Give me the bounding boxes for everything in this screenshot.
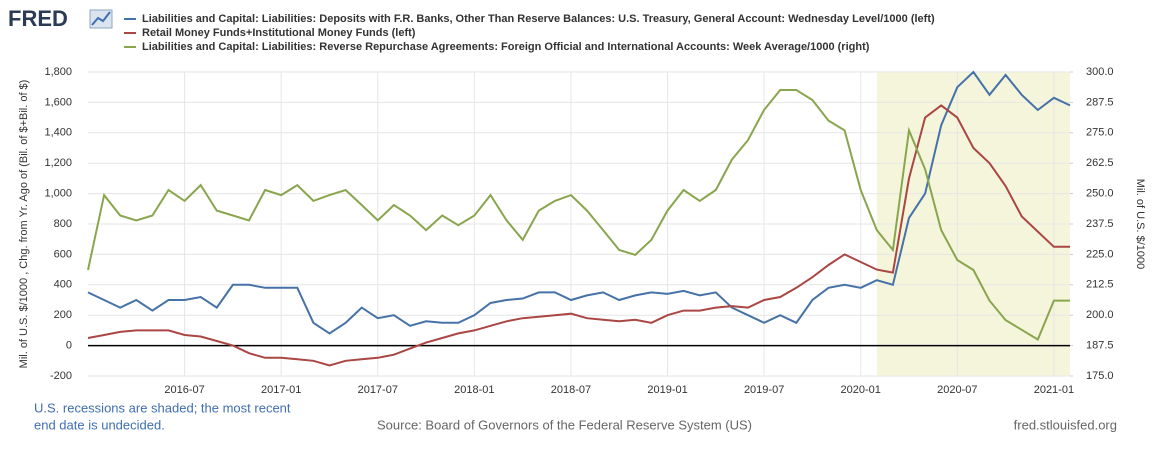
y2-tick-label: 187.5 [1086, 340, 1114, 352]
y-tick-label: 0 [66, 340, 72, 352]
y2-tick-label: 225.0 [1086, 248, 1114, 260]
x-tick-label: 2019-07 [744, 384, 784, 396]
y-tick-label: 1,800 [44, 66, 72, 78]
x-tick-label: 2017-07 [358, 384, 398, 396]
y2-tick-label: 262.5 [1086, 157, 1114, 169]
series-line [87, 70, 1071, 335]
x-tick-label: 2021-01 [1034, 384, 1074, 396]
y-tick-label: 1,200 [44, 157, 72, 169]
y2-tick-label: 275.0 [1086, 127, 1114, 139]
logo-icon [89, 9, 113, 29]
y2-tick-label: 300.0 [1086, 66, 1114, 78]
x-tick-label: 2016-07 [164, 384, 204, 396]
y2-tick-label: 287.5 [1086, 96, 1114, 108]
legend-label: Retail Money Funds+Institutional Money F… [142, 27, 416, 39]
legend-label: Liabilities and Capital: Liabilities: De… [142, 13, 935, 25]
site: fred.stlouisfed.org [1014, 417, 1117, 432]
y-tick-label: 400 [54, 279, 72, 291]
y2-tick-label: 237.5 [1086, 218, 1114, 230]
y-tick-label: 200 [54, 309, 72, 321]
y2-axis-title: Mil. of U.S. $/1000 [1134, 179, 1146, 270]
source: Source: Board of Governors of the Federa… [377, 417, 752, 432]
series-line [87, 89, 1070, 341]
note: U.S. recessions are shaded; the most rec… [34, 400, 291, 415]
y2-tick-label: 175.0 [1086, 370, 1114, 382]
y2-tick-label: 200.0 [1086, 309, 1114, 321]
note: end date is undecided. [34, 417, 165, 432]
x-tick-label: 2020-01 [841, 384, 881, 396]
legend-label: Liabilities and Capital: Liabilities: Re… [142, 41, 870, 53]
y-tick-label: 600 [54, 248, 72, 260]
y2-tick-label: 212.5 [1086, 279, 1114, 291]
y-tick-label: 1,600 [44, 96, 72, 108]
x-tick-label: 2017-01 [261, 384, 301, 396]
series-line [87, 104, 1070, 367]
y-tick-label: 800 [54, 218, 72, 230]
y-axis-title: Mil. of U.S. $/1000 , Chg. from Yr. Ago … [18, 80, 30, 369]
y-tick-label: 1,000 [44, 188, 72, 200]
y-tick-label: 1,400 [44, 127, 72, 139]
logo: FRED [8, 6, 68, 31]
x-tick-label: 2020-07 [937, 384, 977, 396]
x-tick-label: 2018-07 [551, 384, 591, 396]
y-tick-label: -200 [50, 370, 72, 382]
x-tick-label: 2019-01 [647, 384, 687, 396]
x-tick-label: 2018-01 [454, 384, 494, 396]
y2-tick-label: 250.0 [1086, 188, 1114, 200]
